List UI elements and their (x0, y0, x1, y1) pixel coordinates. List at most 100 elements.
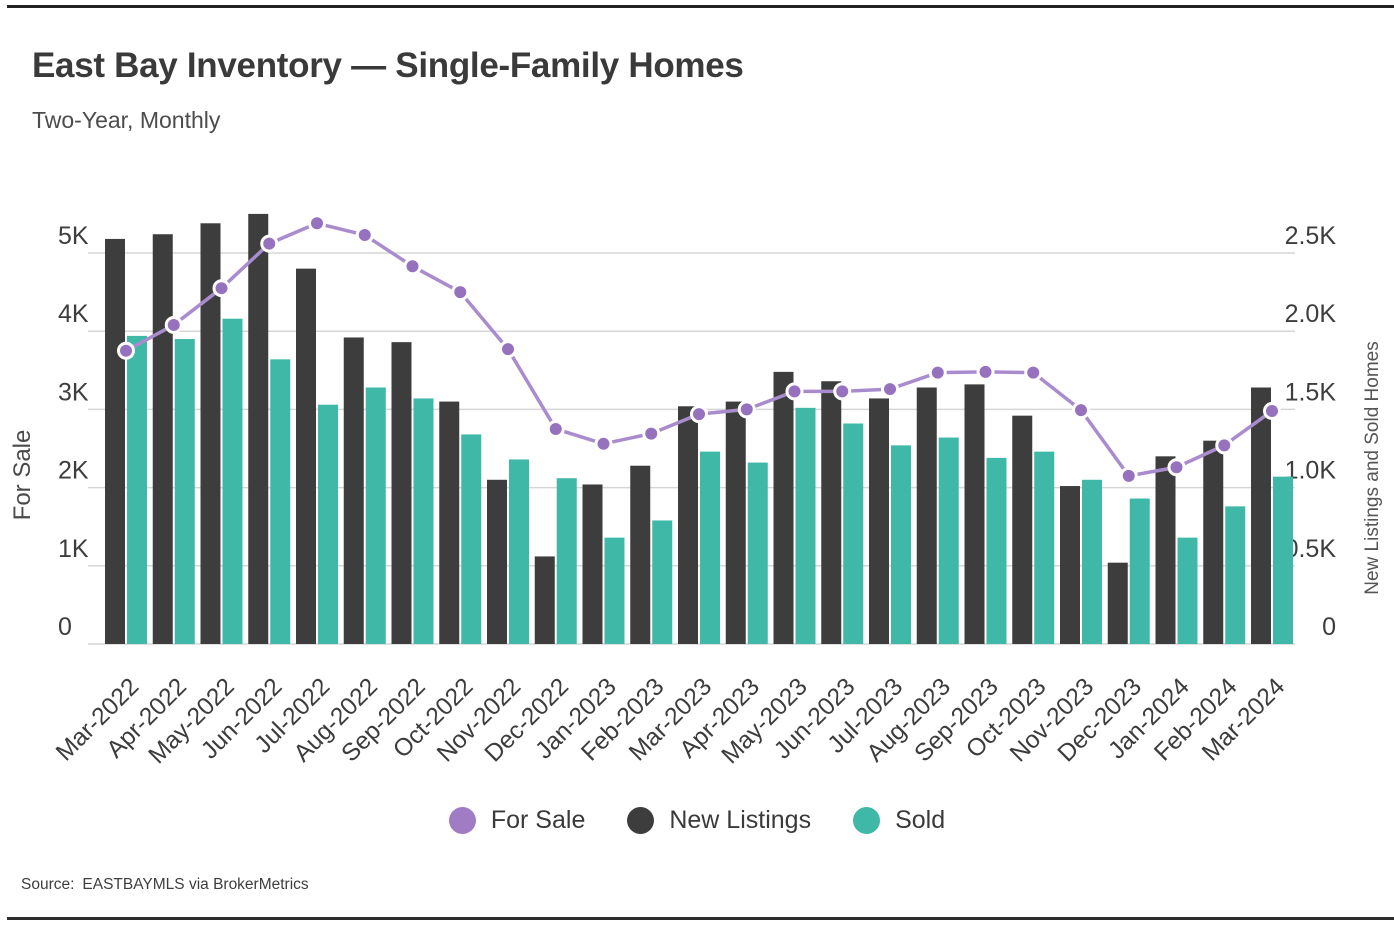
for-sale-point[interactable] (1167, 458, 1186, 477)
for-sale-point[interactable] (212, 279, 231, 298)
for-sale-point[interactable] (833, 382, 852, 401)
bar-new-listings[interactable] (1107, 562, 1128, 644)
for-sale-point[interactable] (1263, 401, 1281, 420)
for-sale-point[interactable] (881, 380, 899, 399)
legend-label-sold: Sold (895, 806, 946, 834)
for-sale-point[interactable] (1215, 436, 1234, 455)
y-axis-left-title: For Sale (9, 430, 36, 521)
bar-new-listings[interactable] (296, 268, 316, 644)
for-sale-point[interactable] (785, 382, 804, 401)
for-sale-point[interactable] (355, 226, 374, 245)
bar-new-listings[interactable] (1060, 486, 1080, 644)
for-sale-point[interactable] (260, 234, 279, 253)
bar-new-listings[interactable] (487, 479, 507, 644)
bar-sold[interactable] (747, 462, 768, 644)
bar-new-listings[interactable] (725, 401, 746, 644)
y-axis-left-tick-label: 4K (58, 300, 89, 328)
bar-new-listings[interactable] (1203, 440, 1224, 644)
for-sale-point[interactable] (1119, 466, 1138, 485)
legend-item-new-listings: New Listings (627, 806, 811, 835)
bar-new-listings[interactable] (1155, 456, 1176, 644)
bar-sold[interactable] (1225, 506, 1246, 644)
bar-sold[interactable] (222, 318, 243, 644)
bar-sold[interactable] (652, 520, 673, 644)
bar-new-listings[interactable] (1012, 415, 1033, 644)
bar-new-listings[interactable] (248, 213, 269, 644)
y-axis-left-tick-label: 5K (58, 222, 89, 250)
bar-sold[interactable] (795, 407, 816, 644)
legend-label-for-sale: For Sale (490, 806, 586, 834)
source-text: EASTBAYMLS via BrokerMetrics (82, 876, 309, 893)
for-sale-point[interactable] (499, 340, 517, 359)
bar-new-listings[interactable] (105, 238, 125, 644)
bar-new-listings[interactable] (1251, 387, 1271, 644)
y-axis-right-tick-label: 0 (1322, 613, 1336, 641)
bar-sold[interactable] (986, 457, 1007, 644)
y-axis-right-tick-label: 1.5K (1285, 378, 1337, 406)
bar-sold[interactable] (556, 478, 577, 644)
for-sale-point[interactable] (594, 434, 613, 453)
for-sale-point[interactable] (451, 283, 470, 302)
bar-sold[interactable] (1034, 451, 1055, 644)
y-axis-right-tick-label: 2.5K (1285, 222, 1337, 250)
sold-legend-dot-icon (853, 807, 881, 834)
bar-new-listings[interactable] (439, 401, 460, 644)
for-sale-point[interactable] (976, 362, 995, 381)
for-sale-point[interactable] (690, 405, 708, 424)
for-sale-point[interactable] (1024, 363, 1043, 382)
bar-new-listings[interactable] (869, 398, 889, 644)
bar-sold[interactable] (461, 434, 482, 644)
y-axis-right-tick-label: 0.5K (1285, 535, 1337, 563)
bar-new-listings[interactable] (916, 387, 937, 644)
bar-sold[interactable] (938, 437, 959, 644)
bar-new-listings[interactable] (821, 381, 842, 644)
bar-new-listings[interactable] (200, 223, 221, 644)
y-axis-right-tick-label: 2.0K (1285, 300, 1337, 328)
legend: For Sale New Listings Sold (0, 806, 1394, 835)
y-axis-right-tick-label: 1.0K (1285, 457, 1337, 485)
bar-new-listings[interactable] (773, 371, 794, 644)
bar-new-listings[interactable] (391, 342, 412, 644)
bar-sold[interactable] (509, 459, 529, 644)
bar-new-listings[interactable] (152, 234, 173, 644)
for-sale-point[interactable] (928, 363, 947, 382)
page-title: East Bay Inventory — Single-Family Homes (32, 46, 744, 85)
bar-new-listings[interactable] (534, 556, 555, 644)
legend-label-new-listings: New Listings (669, 806, 812, 834)
for-sale-point[interactable] (117, 341, 135, 360)
bar-new-listings[interactable] (582, 484, 603, 644)
y-axis-left-tick-label: 2K (58, 457, 89, 485)
bar-sold[interactable] (365, 387, 386, 644)
bar-sold[interactable] (270, 359, 291, 644)
bar-sold[interactable] (174, 339, 195, 644)
bar-sold[interactable] (604, 537, 625, 644)
for-sale-point[interactable] (308, 214, 326, 233)
bar-sold[interactable] (1129, 498, 1150, 644)
bar-new-listings[interactable] (343, 337, 364, 644)
bar-sold[interactable] (1177, 537, 1198, 644)
bar-sold[interactable] (700, 451, 720, 644)
bar-sold[interactable] (413, 398, 434, 644)
bar-sold[interactable] (1273, 476, 1293, 644)
for-sale-legend-dot-icon (448, 807, 476, 834)
bar-sold[interactable] (843, 423, 864, 644)
legend-item-sold: Sold (853, 806, 945, 835)
bar-new-listings[interactable] (630, 465, 651, 644)
legend-item-for-sale: For Sale (448, 806, 586, 835)
new-listings-legend-dot-icon (627, 807, 655, 834)
bar-sold[interactable] (127, 335, 147, 644)
for-sale-point[interactable] (403, 257, 422, 276)
for-sale-point[interactable] (1072, 401, 1090, 420)
for-sale-point[interactable] (642, 424, 661, 443)
bar-sold[interactable] (891, 445, 911, 644)
bottom-rule (7, 917, 1394, 920)
for-sale-point[interactable] (164, 315, 183, 334)
bar-new-listings[interactable] (678, 406, 698, 644)
for-sale-point[interactable] (546, 419, 565, 438)
bar-new-listings[interactable] (964, 384, 985, 644)
bar-sold[interactable] (318, 404, 338, 644)
page-subtitle: Two-Year, Monthly (32, 107, 221, 133)
bar-sold[interactable] (1082, 479, 1102, 644)
for-sale-point[interactable] (737, 400, 756, 419)
